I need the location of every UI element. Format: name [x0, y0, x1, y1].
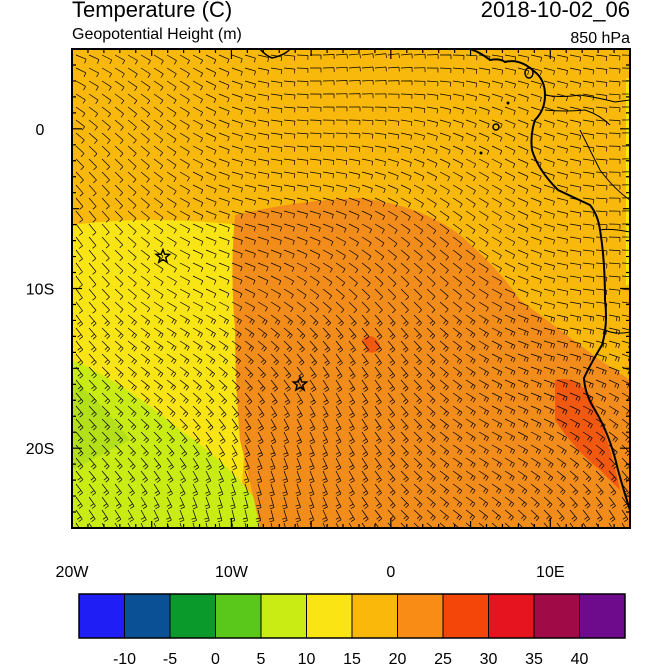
colorbar-swatch — [124, 593, 171, 639]
colorbar-label: 40 — [571, 651, 589, 667]
colorbar-label: 0 — [211, 651, 220, 667]
wind-barbs — [75, 53, 630, 528]
colorbar-label: 30 — [480, 651, 498, 667]
colorbar-swatch — [442, 593, 489, 639]
colorbar-label: 10 — [298, 651, 316, 667]
colorbar-label: -5 — [163, 651, 177, 667]
colorbar-swatch — [351, 593, 398, 639]
yellow-region-west — [72, 240, 140, 300]
colorbar-swatch — [488, 593, 535, 639]
chart-subtitle: Geopotential Height (m) — [72, 26, 242, 43]
pressure-level: 850 hPa — [570, 30, 630, 47]
colorbar-label: 5 — [257, 651, 266, 667]
colorbar-swatch — [260, 593, 307, 639]
colorbar-swatch — [533, 593, 580, 639]
chart-title: Temperature (C) — [72, 0, 233, 22]
colorbar-swatch — [78, 593, 125, 639]
colorbar-swatch — [579, 593, 626, 639]
colorbar-label: 25 — [434, 651, 452, 667]
colorbar-swatch — [397, 593, 444, 639]
colorbar-swatch — [215, 593, 262, 639]
axis-tick-labels: 20W 10W 0 10E 0 10S 20S — [26, 122, 565, 581]
lat-tick-label: 10S — [26, 282, 54, 299]
lat-tick-label: 20S — [26, 441, 54, 458]
lon-tick-label: 0 — [386, 564, 395, 581]
coastline — [259, 49, 630, 511]
lon-tick-label: 20W — [56, 564, 90, 581]
colorbar-label: -10 — [113, 651, 136, 667]
lime-region-inner — [72, 380, 130, 470]
lime-region — [72, 360, 275, 528]
colorbar-label: 35 — [525, 651, 543, 667]
lat-tick-label: 0 — [36, 122, 45, 139]
colorbar: -10 -5 0 5 10 15 20 25 30 35 40 — [78, 593, 626, 667]
colorbar-swatch — [306, 593, 353, 639]
station-star-2 — [291, 375, 309, 392]
lon-tick-label: 10W — [215, 564, 249, 581]
station-markers — [154, 247, 309, 392]
colorbar-label: 20 — [389, 651, 407, 667]
lon-tick-label: 10E — [536, 564, 564, 581]
colorbar-swatch — [169, 593, 216, 639]
dark-orange-region — [232, 198, 630, 528]
valid-time: 2018-10-02_06 — [480, 0, 630, 22]
colorbar-label: 15 — [343, 651, 361, 667]
station-star-1 — [154, 247, 172, 264]
red-orange-spot — [362, 336, 380, 353]
frame-ticks — [71, 48, 631, 529]
